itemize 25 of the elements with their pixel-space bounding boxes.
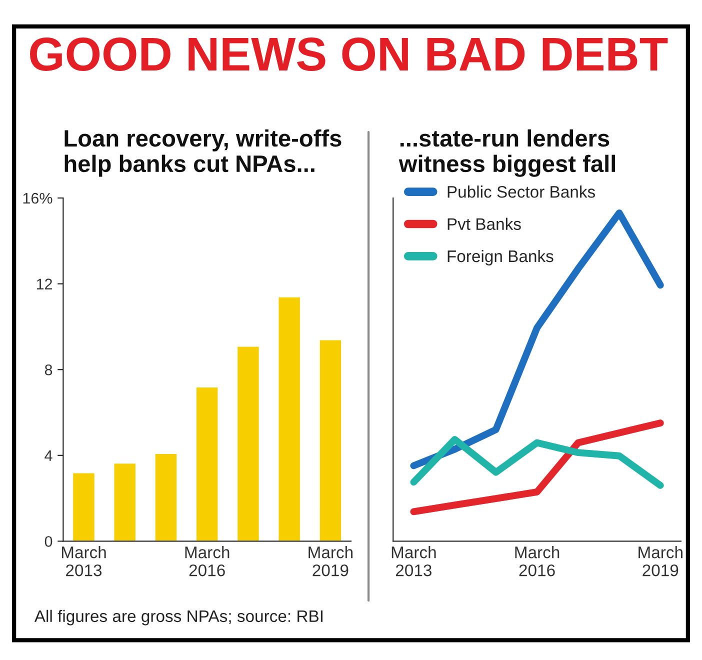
chart-subtitle: Loan recovery, write-offs help banks cut NPAs... xyxy=(64,129,342,177)
y-tick-label: 12 xyxy=(36,278,52,290)
text: All figures are gross NPAs; source: RBI xyxy=(34,610,322,626)
x-tick-label: March 2019 xyxy=(308,546,353,576)
bar xyxy=(72,472,96,542)
bar xyxy=(236,345,260,542)
legend-label: Pvt Banks xyxy=(448,218,521,230)
x-tick-label: March 2013 xyxy=(62,546,106,576)
y-tick-label: 16% xyxy=(23,192,52,204)
legend-label: Public Sector Banks xyxy=(448,186,595,198)
bar xyxy=(112,462,137,542)
bar xyxy=(318,338,342,542)
x-tick-label: March 2019 xyxy=(638,546,682,576)
y-tick-label: 8 xyxy=(44,364,52,376)
bar xyxy=(277,296,302,542)
x-tick-label: March 2016 xyxy=(515,546,560,576)
chart-title: GOOD NEWS ON BAD DEBT xyxy=(30,38,668,71)
bar xyxy=(154,452,178,542)
x-tick-label: March 2016 xyxy=(185,546,230,576)
y-tick-label: 0 xyxy=(44,536,52,547)
bar xyxy=(195,386,220,542)
legend-label: Foreign Banks xyxy=(448,250,554,266)
y-tick-label: 4 xyxy=(44,450,52,461)
x-tick-label: March 2013 xyxy=(392,546,436,576)
chart-subtitle: ...state-run lenders witness biggest fall xyxy=(398,129,615,177)
